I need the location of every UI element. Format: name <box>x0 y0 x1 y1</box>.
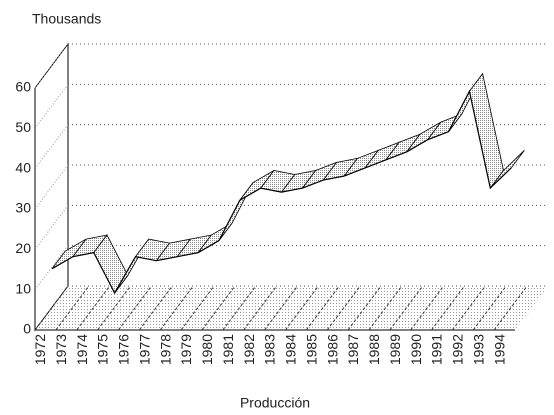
floor-line <box>243 285 278 331</box>
x-tick-label: 1986 <box>324 334 340 365</box>
floor-line <box>180 285 215 331</box>
x-tick-label: 1981 <box>220 334 236 365</box>
x-tick-label: 1975 <box>95 334 111 365</box>
floor-line <box>368 285 403 331</box>
floor-line <box>76 285 111 331</box>
floor-line <box>472 285 507 331</box>
y-tick-label: 10 <box>15 280 31 296</box>
tick-mark <box>34 124 69 169</box>
x-tick-label: 1992 <box>450 334 466 365</box>
x-tick-label: 1982 <box>241 334 257 365</box>
x-tick-label: 1988 <box>366 334 382 365</box>
floor-line <box>431 285 465 331</box>
floor-line <box>118 285 152 331</box>
tick-mark <box>34 205 69 250</box>
y-tick-label: 50 <box>15 119 31 135</box>
y-tick-label: 60 <box>15 79 31 95</box>
line <box>51 89 512 295</box>
floor-line <box>389 285 424 331</box>
x-tick-label: 1990 <box>408 334 424 365</box>
y-tick-label: 40 <box>15 159 31 175</box>
floor-line <box>493 285 528 331</box>
x-tick-label: 1993 <box>470 334 486 365</box>
x-tick-label: 1991 <box>429 334 445 365</box>
floor-line <box>34 285 69 331</box>
floor-line <box>138 285 173 331</box>
floor-line <box>222 285 257 331</box>
y-axis-label: Thousands <box>32 11 101 27</box>
floor-line <box>326 285 361 331</box>
tick-mark <box>34 164 69 210</box>
tick-mark <box>34 43 69 89</box>
x-tick-label: 1979 <box>178 334 194 365</box>
floor-line <box>264 285 298 331</box>
x-tick-label: 1976 <box>116 334 132 365</box>
x-tick-label: 1989 <box>387 334 403 365</box>
floor-line <box>285 285 319 331</box>
tick-mark <box>34 245 69 290</box>
floor <box>35 286 548 330</box>
floor-line <box>97 285 132 331</box>
y-tick-label: 0 <box>23 321 31 337</box>
x-tick-label: 1983 <box>262 334 278 365</box>
x-tick-label: 1984 <box>283 334 299 365</box>
y-tick-label: 30 <box>15 200 31 216</box>
floor-line <box>410 285 445 331</box>
x-axis-label: Producción <box>240 395 310 411</box>
x-tick-label: 1980 <box>199 334 215 365</box>
x-tick-label: 1978 <box>157 334 173 365</box>
floor-line <box>451 285 486 331</box>
floor-line <box>347 285 382 331</box>
x-tick-label: 1974 <box>74 334 90 365</box>
floor-line <box>159 285 194 331</box>
floor-line <box>305 285 340 331</box>
x-tick-label: 1973 <box>53 334 69 365</box>
x-tick-label: 1994 <box>491 334 507 365</box>
x-tick-label: 1977 <box>136 334 152 365</box>
x-tick-label: 1972 <box>32 334 48 365</box>
floor-line <box>55 285 90 331</box>
floor-line <box>201 285 236 331</box>
tick-mark <box>34 84 69 129</box>
x-tick-label: 1987 <box>345 334 361 365</box>
x-tick-label: 1985 <box>303 334 319 365</box>
y-tick-label: 20 <box>15 240 31 256</box>
